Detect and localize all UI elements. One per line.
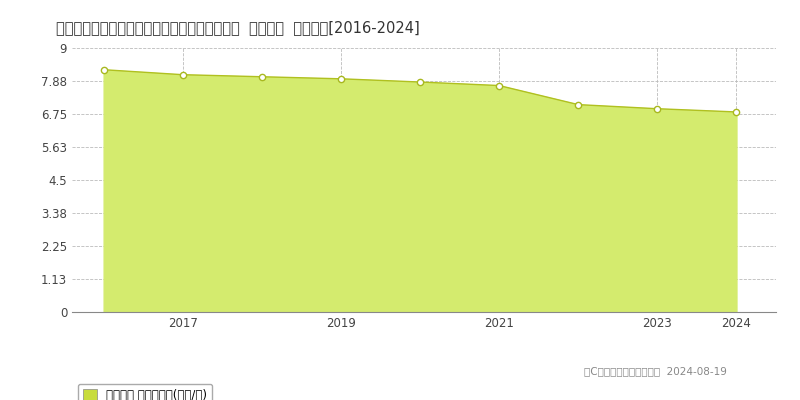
Text: 栃木県栃木市西方町金崎字西宿並３２９番１外  地価公示  地価推移[2016-2024]: 栃木県栃木市西方町金崎字西宿並３２９番１外 地価公示 地価推移[2016-202… — [56, 20, 420, 35]
Legend: 地価公示 平均坪単価(万円/坪): 地価公示 平均坪単価(万円/坪) — [78, 384, 212, 400]
Text: （C）土地価格ドットコム  2024-08-19: （C）土地価格ドットコム 2024-08-19 — [584, 366, 727, 376]
